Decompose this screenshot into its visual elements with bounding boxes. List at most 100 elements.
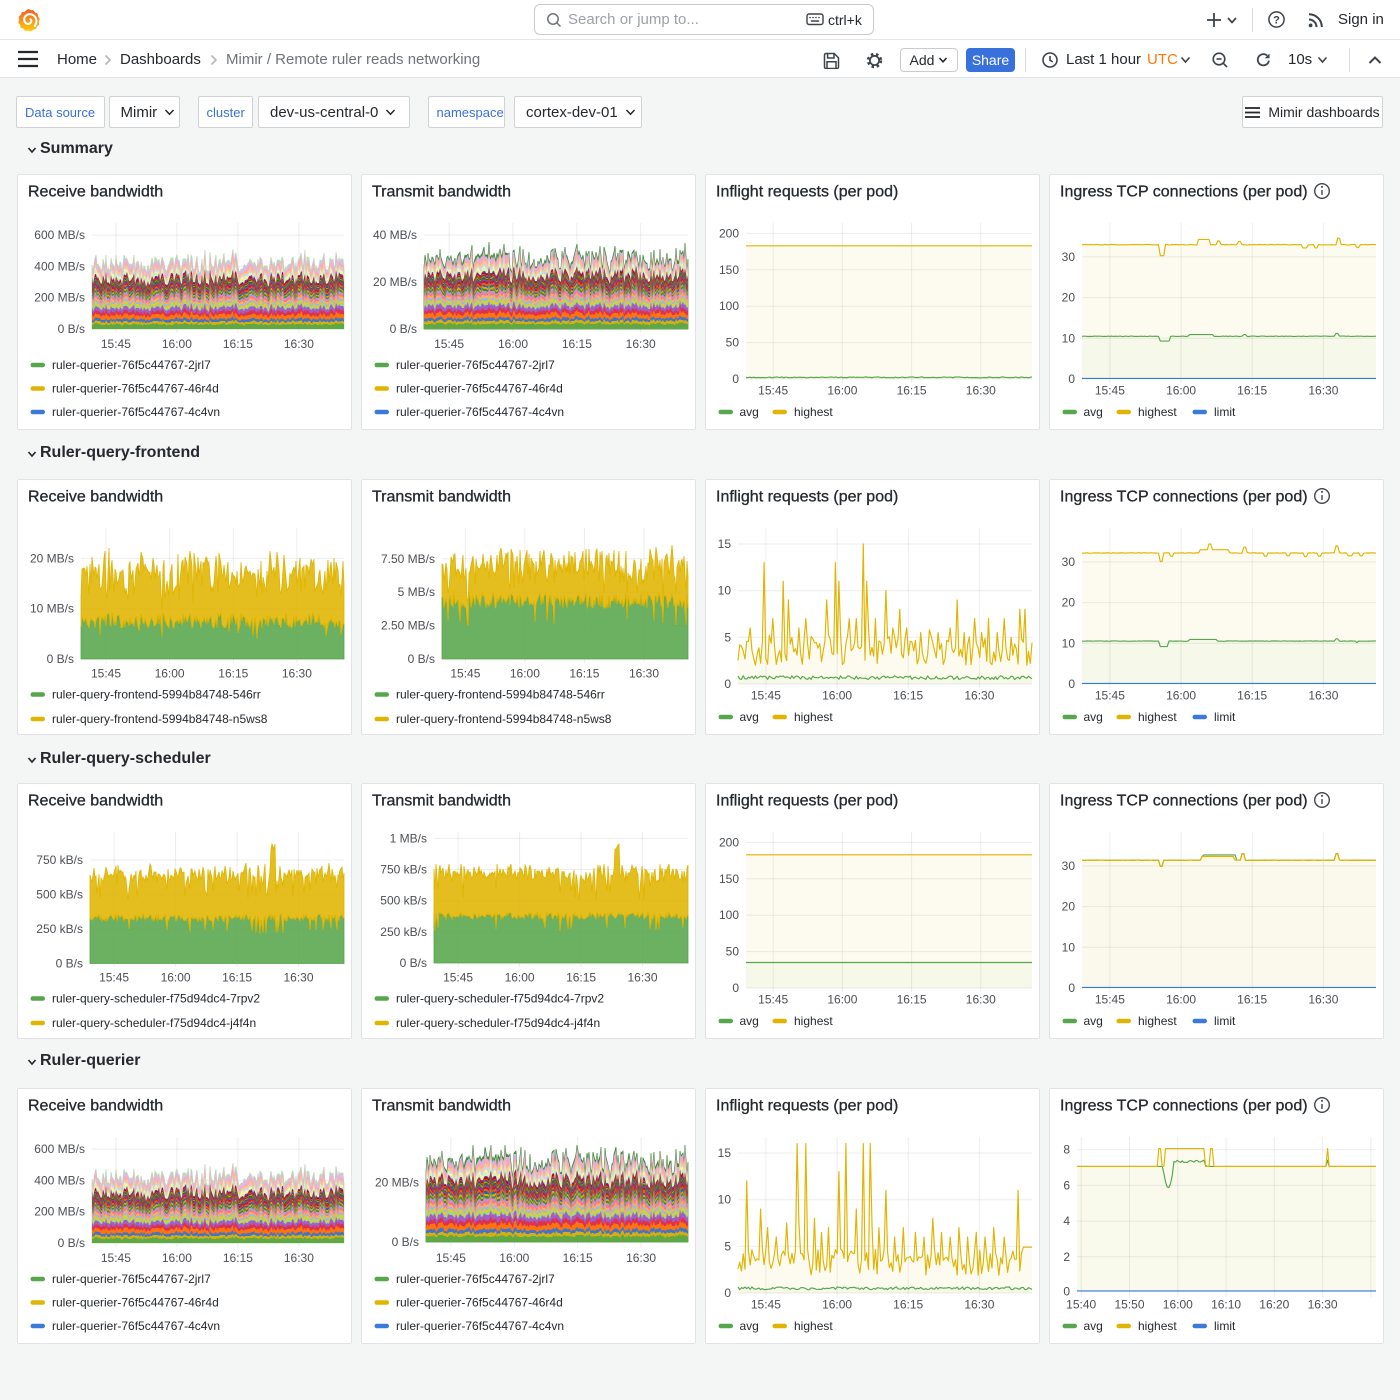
svg-text:16:15: 16:15 xyxy=(223,337,253,351)
svg-text:16:15: 16:15 xyxy=(569,666,599,680)
svg-text:15:45: 15:45 xyxy=(101,337,131,351)
svg-text:0 B/s: 0 B/s xyxy=(391,1235,418,1249)
svg-text:ruler-query-scheduler-f75d94dc: ruler-query-scheduler-f75d94dc4-7rpv2 xyxy=(396,992,604,1006)
svg-text:15:45: 15:45 xyxy=(1094,384,1124,398)
svg-text:16:30: 16:30 xyxy=(282,666,312,680)
svg-text:16:15: 16:15 xyxy=(893,688,923,702)
svg-text:limit: limit xyxy=(1214,1014,1236,1028)
svg-text:0: 0 xyxy=(1063,1284,1070,1298)
svg-text:ruler-querier-76f5c44767-4c4vn: ruler-querier-76f5c44767-4c4vn xyxy=(52,1319,220,1333)
svg-text:16:30: 16:30 xyxy=(964,688,994,702)
svg-text:Receive bandwidth: Receive bandwidth xyxy=(28,1097,163,1114)
svg-text:15:50: 15:50 xyxy=(1114,1297,1144,1311)
svg-text:50: 50 xyxy=(726,945,740,959)
svg-text:15:45: 15:45 xyxy=(1094,688,1124,702)
svg-text:0 B/s: 0 B/s xyxy=(47,652,74,666)
svg-text:16:00: 16:00 xyxy=(155,666,185,680)
svg-text:16:30: 16:30 xyxy=(284,337,314,351)
svg-text:1 MB/s: 1 MB/s xyxy=(389,831,426,845)
svg-text:avg: avg xyxy=(1083,710,1102,724)
svg-text:ruler-query-scheduler-f75d94dc: ruler-query-scheduler-f75d94dc4-j4f4n xyxy=(396,1016,600,1030)
svg-text:highest: highest xyxy=(794,1014,833,1028)
svg-text:10: 10 xyxy=(1061,940,1075,954)
svg-text:200: 200 xyxy=(719,226,739,240)
svg-text:0 B/s: 0 B/s xyxy=(407,652,434,666)
svg-text:?: ? xyxy=(1273,14,1280,26)
svg-text:Inflight requests (per pod): Inflight requests (per pod) xyxy=(716,1097,898,1114)
svg-text:Receive bandwidth: Receive bandwidth xyxy=(28,793,163,810)
svg-text:ruler-querier-76f5c44767-4c4vn: ruler-querier-76f5c44767-4c4vn xyxy=(52,405,220,419)
svg-text:ruler-query-scheduler-f75d94dc: ruler-query-scheduler-f75d94dc4-7rpv2 xyxy=(52,992,260,1006)
svg-text:highest: highest xyxy=(794,1319,833,1333)
svg-text:0 B/s: 0 B/s xyxy=(58,1236,85,1250)
svg-text:20 MB/s: 20 MB/s xyxy=(372,275,416,289)
svg-text:16:00: 16:00 xyxy=(827,384,857,398)
svg-text:16:15: 16:15 xyxy=(561,337,591,351)
svg-text:2: 2 xyxy=(1063,1249,1070,1263)
svg-text:16:00: 16:00 xyxy=(504,971,534,985)
svg-text:ruler-querier-76f5c44767-46r4d: ruler-querier-76f5c44767-46r4d xyxy=(396,1295,563,1309)
svg-text:150: 150 xyxy=(719,263,739,277)
svg-text:15:45: 15:45 xyxy=(758,384,788,398)
svg-text:0: 0 xyxy=(1068,677,1075,691)
svg-text:500 kB/s: 500 kB/s xyxy=(36,888,83,902)
svg-text:0 B/s: 0 B/s xyxy=(399,956,426,970)
svg-text:16:30: 16:30 xyxy=(964,1297,994,1311)
svg-text:40 MB/s: 40 MB/s xyxy=(372,228,416,242)
svg-text:Ingress TCP connections (per p: Ingress TCP connections (per pod) xyxy=(1060,1097,1308,1114)
svg-text:600 MB/s: 600 MB/s xyxy=(34,228,85,242)
svg-text:ruler-querier-76f5c44767-46r4d: ruler-querier-76f5c44767-46r4d xyxy=(52,1295,219,1309)
svg-text:500 kB/s: 500 kB/s xyxy=(380,894,427,908)
svg-text:16:00: 16:00 xyxy=(827,993,857,1007)
svg-text:16:10: 16:10 xyxy=(1211,1297,1241,1311)
svg-text:limit: limit xyxy=(1214,405,1236,419)
svg-text:15:45: 15:45 xyxy=(751,688,781,702)
svg-text:16:30: 16:30 xyxy=(1308,993,1338,1007)
svg-text:ruler-querier-76f5c44767-2jrl7: ruler-querier-76f5c44767-2jrl7 xyxy=(396,358,555,372)
svg-text:750 kB/s: 750 kB/s xyxy=(380,863,427,877)
svg-text:16:30: 16:30 xyxy=(625,337,655,351)
svg-text:16:30: 16:30 xyxy=(1307,1297,1337,1311)
svg-text:400 MB/s: 400 MB/s xyxy=(34,1173,85,1187)
svg-text:16:30: 16:30 xyxy=(966,993,996,1007)
svg-text:highest: highest xyxy=(794,405,833,419)
svg-text:16:00: 16:00 xyxy=(161,971,191,985)
svg-text:250 kB/s: 250 kB/s xyxy=(36,922,83,936)
svg-text:ruler-querier-76f5c44767-4c4vn: ruler-querier-76f5c44767-4c4vn xyxy=(396,405,564,419)
svg-text:ruler-querier-76f5c44767-46r4d: ruler-querier-76f5c44767-46r4d xyxy=(396,382,563,396)
svg-text:20: 20 xyxy=(1061,291,1075,305)
svg-text:16:00: 16:00 xyxy=(497,337,527,351)
svg-text:16:30: 16:30 xyxy=(1308,688,1338,702)
svg-text:16:30: 16:30 xyxy=(283,971,313,985)
svg-text:15: 15 xyxy=(718,1146,732,1160)
svg-text:16:00: 16:00 xyxy=(822,688,852,702)
svg-text:16:00: 16:00 xyxy=(509,666,539,680)
svg-text:Transmit bandwidth: Transmit bandwidth xyxy=(372,793,511,810)
svg-text:15:45: 15:45 xyxy=(751,1297,781,1311)
svg-text:ruler-query-frontend-5994b8474: ruler-query-frontend-5994b84748-n5ws8 xyxy=(52,712,268,726)
svg-text:100: 100 xyxy=(719,908,739,922)
svg-text:20 MB/s: 20 MB/s xyxy=(374,1175,418,1189)
svg-text:15:45: 15:45 xyxy=(443,971,473,985)
svg-text:ruler-querier-76f5c44767-2jrl7: ruler-querier-76f5c44767-2jrl7 xyxy=(52,1272,211,1286)
svg-text:16:15: 16:15 xyxy=(222,971,252,985)
svg-text:ruler-query-scheduler-f75d94dc: ruler-query-scheduler-f75d94dc4-j4f4n xyxy=(52,1016,256,1030)
svg-text:0: 0 xyxy=(1068,372,1075,386)
svg-text:16:00: 16:00 xyxy=(1166,993,1196,1007)
svg-text:ruler-querier-76f5c44767-2jrl7: ruler-querier-76f5c44767-2jrl7 xyxy=(396,1272,555,1286)
svg-text:8: 8 xyxy=(1063,1142,1070,1156)
svg-text:ruler-query-frontend-5994b8474: ruler-query-frontend-5994b84748-n5ws8 xyxy=(396,712,612,726)
svg-text:Inflight requests (per pod): Inflight requests (per pod) xyxy=(716,184,898,201)
svg-text:avg: avg xyxy=(740,710,759,724)
svg-text:16:15: 16:15 xyxy=(1237,688,1267,702)
svg-text:limit: limit xyxy=(1214,1319,1236,1333)
svg-text:16:00: 16:00 xyxy=(162,1251,192,1265)
svg-text:15:45: 15:45 xyxy=(450,666,480,680)
svg-text:0: 0 xyxy=(724,1286,731,1300)
svg-text:4: 4 xyxy=(1063,1214,1070,1228)
svg-text:600 MB/s: 600 MB/s xyxy=(34,1142,85,1156)
svg-text:30: 30 xyxy=(1061,250,1075,264)
svg-text:16:15: 16:15 xyxy=(1237,384,1267,398)
svg-text:16:15: 16:15 xyxy=(897,384,927,398)
svg-text:50: 50 xyxy=(726,336,740,350)
